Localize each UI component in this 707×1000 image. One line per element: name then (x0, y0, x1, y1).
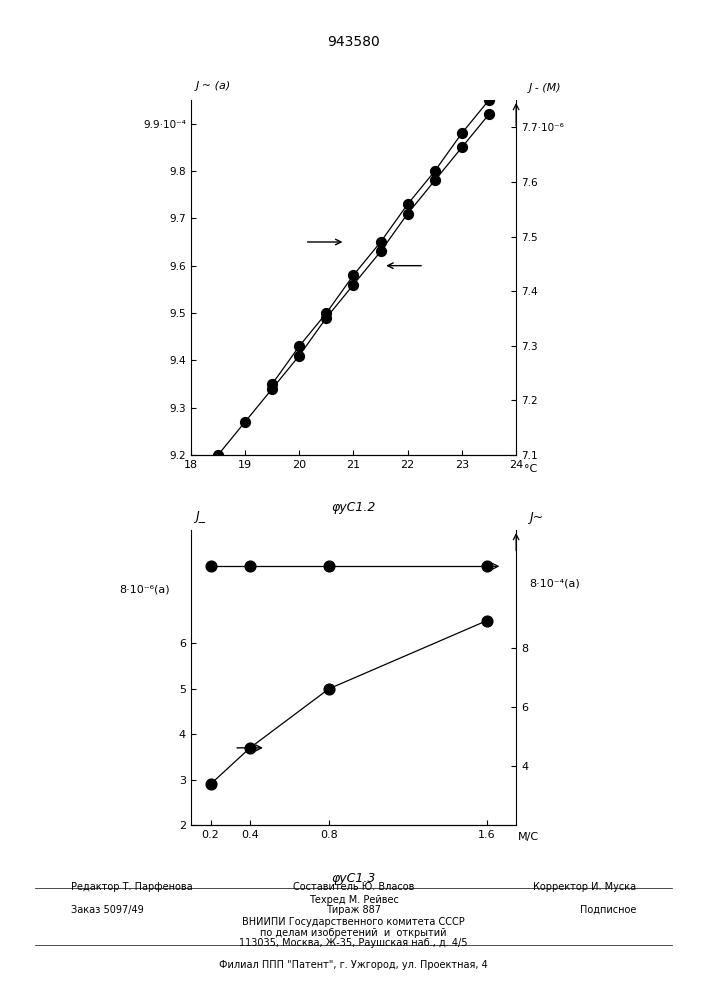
Point (456, 139, 467, 155)
Point (321, 310, 332, 326)
Point (323, 558, 334, 574)
Point (245, 558, 256, 574)
Text: Корректор И. Муска: Корректор И. Муска (533, 882, 636, 892)
Point (429, 172, 440, 188)
Text: 113035, Москва, Ж-35, Раушская наб., д. 4/5: 113035, Москва, Ж-35, Раушская наб., д. … (239, 938, 468, 948)
Text: J - (M): J - (M) (529, 83, 562, 93)
Text: 8·10⁻⁶(a): 8·10⁻⁶(a) (119, 584, 170, 594)
Text: J~: J~ (529, 511, 544, 524)
Point (481, 613, 492, 629)
Point (456, 125, 467, 141)
Point (429, 163, 440, 179)
Text: Заказ 5097/49: Заказ 5097/49 (71, 905, 144, 915)
Text: ВНИИПИ Государственного комитета СССР: ВНИИПИ Государственного комитета СССР (242, 917, 465, 927)
Point (375, 234, 386, 250)
Text: 943580: 943580 (327, 35, 380, 49)
Text: 8·10⁻⁴(a): 8·10⁻⁴(a) (529, 578, 580, 588)
Point (293, 338, 305, 354)
Point (402, 196, 414, 212)
Text: Филиал ППП "Патент", г. Ужгород, ул. Проектная, 4: Филиал ППП "Патент", г. Ужгород, ул. Про… (219, 960, 488, 970)
Point (205, 558, 216, 574)
Text: Составитель Ю. Власов: Составитель Ю. Власов (293, 882, 414, 892)
Point (267, 376, 278, 392)
Text: J_: J_ (195, 510, 205, 523)
Point (348, 277, 359, 293)
Point (205, 776, 216, 792)
Point (245, 740, 256, 756)
Text: М/С: М/С (518, 832, 539, 842)
Text: Техред М. Рейвес: Техред М. Рейвес (308, 895, 399, 905)
Text: φуС1.2: φуС1.2 (332, 501, 375, 514)
Point (267, 381, 278, 397)
Point (240, 414, 251, 430)
Point (212, 447, 223, 463)
Point (293, 348, 305, 364)
Text: φуС1.3: φуС1.3 (332, 872, 375, 885)
Text: по делам изобретений  и  открытий: по делам изобретений и открытий (260, 928, 447, 938)
Point (375, 243, 386, 259)
Point (484, 106, 495, 122)
Text: Тираж 887: Тираж 887 (326, 905, 381, 915)
Text: J ~ (a): J ~ (a) (197, 81, 232, 91)
Text: °C: °C (524, 464, 537, 474)
Point (348, 267, 359, 283)
Text: Редактор Т. Парфенова: Редактор Т. Парфенова (71, 882, 192, 892)
Point (321, 305, 332, 321)
Point (323, 681, 334, 697)
Point (402, 206, 414, 222)
Point (484, 92, 495, 108)
Point (481, 558, 492, 574)
Text: Подписное: Подписное (580, 905, 636, 915)
